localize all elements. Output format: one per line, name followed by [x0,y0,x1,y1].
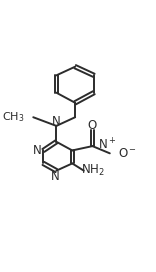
Text: NH$_2$: NH$_2$ [80,163,104,178]
Text: N: N [32,144,41,157]
Text: CH$_3$: CH$_3$ [2,110,25,124]
Text: O$^-$: O$^-$ [118,147,137,160]
Text: N: N [51,170,59,183]
Text: N: N [52,115,61,128]
Text: O: O [88,119,97,132]
Text: N$^+$: N$^+$ [98,137,117,152]
